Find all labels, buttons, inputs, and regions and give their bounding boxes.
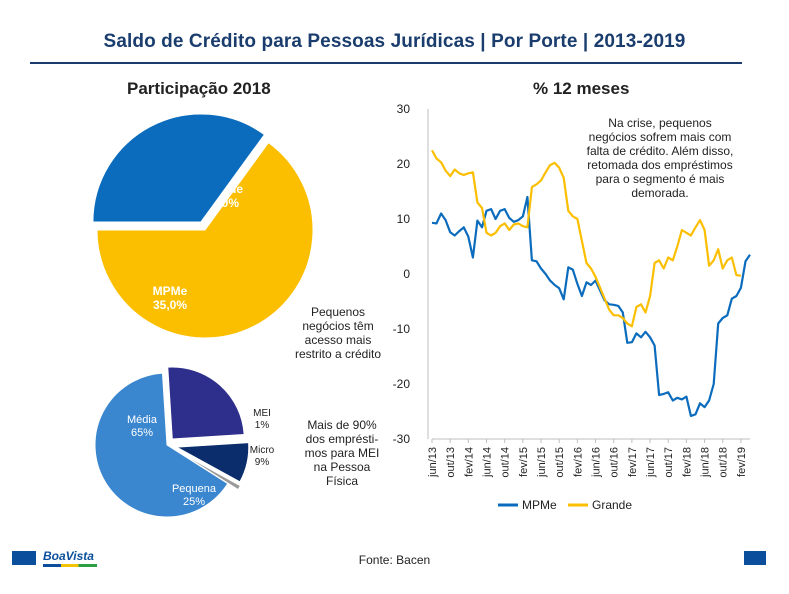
note-mei-line: Física <box>325 474 358 488</box>
note-mei-line: na Pessoa <box>313 460 371 474</box>
pie-value-micro: 9% <box>255 457 270 468</box>
pie-slice-micro <box>175 442 250 483</box>
x-tick-label: out/18 <box>718 447 730 478</box>
x-tick-label: fev/18 <box>681 447 693 477</box>
y-tick-label: 10 <box>397 212 411 226</box>
pie-value-pequena: 25% <box>183 496 205 508</box>
pie-label-media: Média <box>127 414 158 426</box>
note-pequenos-line: acesso mais <box>304 333 372 347</box>
pie-value-media: 65% <box>131 427 153 439</box>
corner-mark <box>744 551 766 565</box>
pie-label-micro: Micro <box>250 445 275 456</box>
y-tick-label: 0 <box>403 267 410 281</box>
legend-label-mpme: MPMe <box>522 498 557 512</box>
pie-slice-grande <box>96 141 314 339</box>
note-mei-line: Mais de 90% <box>307 418 377 432</box>
note-pequenos-line: restrito a crédito <box>294 347 382 361</box>
legend-label-grande: Grande <box>592 498 632 512</box>
pie-label-mpme: MPMe <box>153 284 188 298</box>
note-crise-line: demorada. <box>631 186 689 200</box>
line-chart: 30 20 10 0 -10 -20 -30 jun/13 out/13 fev/14 jun/14… <box>393 102 751 512</box>
x-tick-label: fev/19 <box>736 447 748 477</box>
x-tick-label: out/15 <box>554 447 566 478</box>
note-crise-line: Na crise, pequenos <box>608 116 712 130</box>
pie-slice-pequena <box>167 366 245 440</box>
page-title: Saldo de Crédito para Pessoas Jurídicas … <box>103 31 686 52</box>
pie-value-mpme: 35,0% <box>153 298 187 312</box>
note-crise-line: negócios sofrem mais com <box>588 130 732 144</box>
x-tick-label: fev/14 <box>463 447 475 477</box>
logo-text: BoaVista <box>43 549 94 563</box>
line-chart-title: % 12 meses <box>533 79 630 98</box>
note-pequenos-line: Pequenos <box>310 305 366 319</box>
pie-label-mei: MEI <box>253 408 271 419</box>
x-tick-label: out/13 <box>445 447 457 478</box>
y-tick-label: 30 <box>397 102 411 116</box>
note-mei: Mais de 90% dos emprésti- mos para MEI n… <box>297 418 387 488</box>
x-tick-label: out/14 <box>500 447 512 478</box>
pie-slice-mei <box>177 450 242 491</box>
y-tick-label: -30 <box>393 432 411 446</box>
pie-slice-mpme <box>92 113 266 223</box>
series-line-mpme <box>431 195 751 417</box>
x-tick-label: fev/17 <box>627 447 639 477</box>
x-tick-label: jun/13 <box>427 447 439 478</box>
series-line-grande <box>431 149 742 328</box>
note-crise-line: falta de crédito. Além disso, <box>586 144 734 158</box>
pie-participacao-title: Participação 2018 <box>127 79 271 98</box>
note-pequenos-line: negócios têm <box>302 319 374 333</box>
x-tick-label: jun/18 <box>700 447 712 478</box>
note-crise-line: retomada dos empréstimos <box>587 158 733 172</box>
y-tick-label: -20 <box>393 377 411 391</box>
x-tick-label: out/16 <box>609 447 621 478</box>
x-tick-label: jun/17 <box>645 447 657 478</box>
x-tick-label: jun/14 <box>482 447 494 478</box>
x-tick-label: fev/15 <box>518 447 530 477</box>
pie-value-mei: 1% <box>255 420 270 431</box>
x-tick-label: fev/16 <box>572 447 584 477</box>
note-mei-line: dos emprésti- <box>305 432 379 446</box>
note-pequenos: Pequenos negócios têm acesso mais restri… <box>290 305 386 361</box>
pie-slice-media <box>94 372 229 518</box>
note-crise: Na crise, pequenos negócios sofrem mais … <box>572 116 748 200</box>
note-mei-line: mos para MEI <box>304 446 380 460</box>
source-note: Fonte: Bacen <box>358 553 431 567</box>
x-tick-label: jun/15 <box>536 447 548 478</box>
y-tick-label: 20 <box>397 157 411 171</box>
pie-label-pequena: Pequena <box>172 483 217 495</box>
x-tick-label: jun/16 <box>591 447 603 478</box>
logo-mark <box>12 551 36 565</box>
y-tick-label: -10 <box>393 322 411 336</box>
x-tick-label: out/17 <box>663 447 675 478</box>
logo-stripe <box>43 564 97 567</box>
title-divider <box>30 62 742 64</box>
note-crise-line: para o segmento é mais <box>595 172 725 186</box>
